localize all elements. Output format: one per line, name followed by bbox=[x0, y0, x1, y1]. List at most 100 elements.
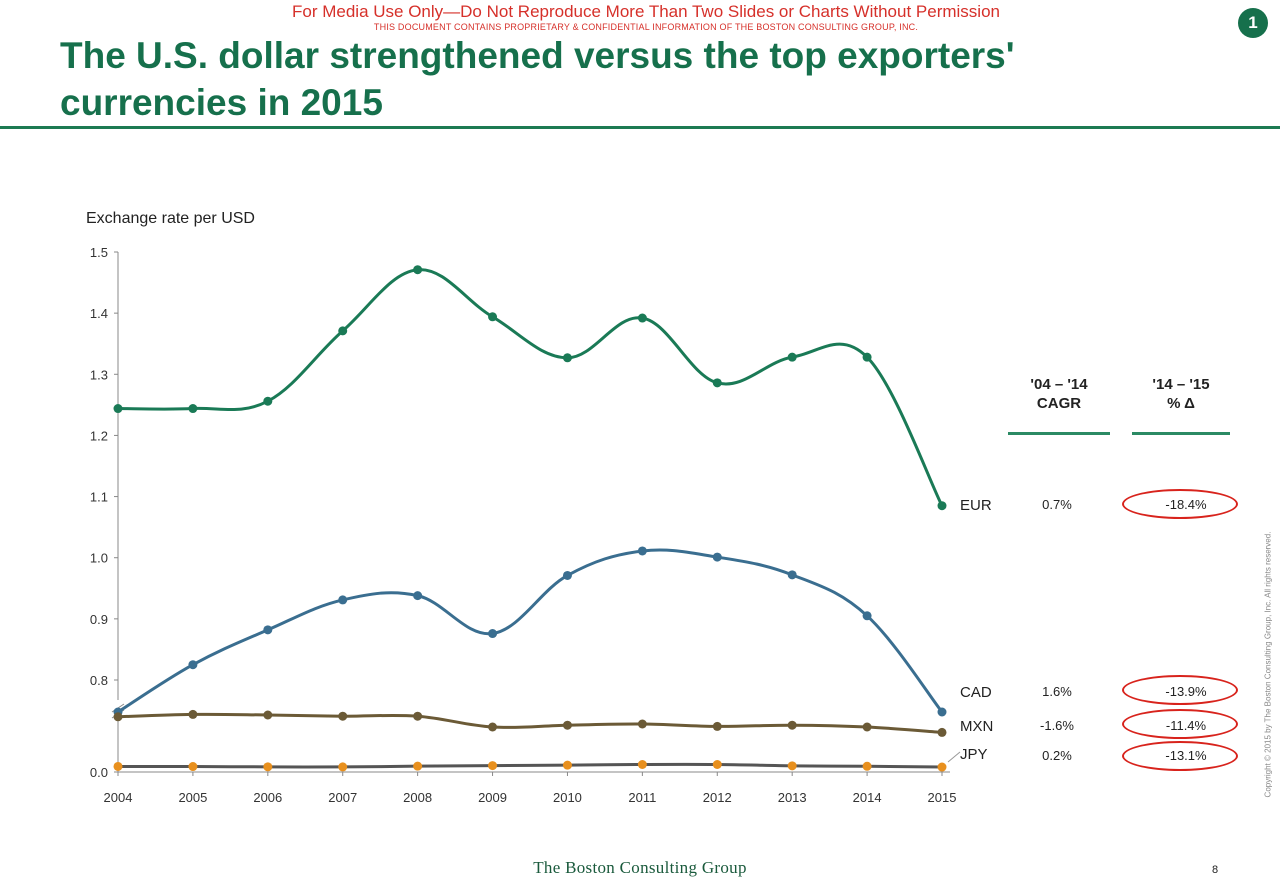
x-tick-label: 2006 bbox=[253, 790, 282, 805]
data-point-jpy-2010 bbox=[562, 760, 572, 770]
series-line-jpy bbox=[117, 762, 943, 769]
data-point-cad-2013 bbox=[787, 570, 797, 580]
data-point-eur-2014 bbox=[862, 352, 872, 362]
y-tick-label: 1.5 bbox=[90, 245, 108, 260]
jpy-label-leader bbox=[947, 751, 961, 763]
x-tick-label: 2012 bbox=[703, 790, 732, 805]
cagr-header-line2: CAGR bbox=[1036, 395, 1082, 412]
y-tick-label: 0.8 bbox=[90, 673, 108, 688]
data-point-jpy-2011 bbox=[637, 760, 647, 769]
change-value-mxn: -11.4% bbox=[1165, 718, 1207, 733]
data-point-jpy-2014 bbox=[862, 761, 872, 771]
x-tick-label: 2009 bbox=[478, 790, 507, 805]
data-point-cad-2011 bbox=[637, 546, 647, 556]
data-point-eur-2013 bbox=[787, 352, 797, 362]
data-point-mxn-2004 bbox=[113, 712, 123, 722]
y-tick-label: 0.0 bbox=[90, 765, 108, 780]
x-tick-label: 2015 bbox=[928, 790, 957, 805]
x-tick-label: 2013 bbox=[778, 790, 807, 805]
data-point-mxn-2009 bbox=[488, 722, 498, 732]
cagr-value-mxn: -1.6% bbox=[1040, 718, 1074, 733]
bcg-brand-footer: The Boston Consulting Group bbox=[533, 858, 747, 877]
series-label-cad: CAD bbox=[960, 684, 992, 701]
change-header-line1: '14 – '15 bbox=[1152, 376, 1210, 393]
data-point-jpy-2004 bbox=[113, 761, 123, 771]
change-header-line2: % Δ bbox=[1167, 395, 1195, 412]
y-tick-label: 1.3 bbox=[90, 367, 108, 382]
x-tick-label: 2014 bbox=[853, 790, 882, 805]
data-point-eur-2005 bbox=[188, 404, 198, 414]
y-tick-label: 1.4 bbox=[90, 306, 108, 321]
data-point-eur-2008 bbox=[413, 265, 423, 275]
data-point-eur-2004 bbox=[113, 404, 123, 414]
highlight-circle-mxn bbox=[1122, 709, 1238, 739]
data-point-mxn-2007 bbox=[338, 711, 348, 721]
x-tick-label: 2008 bbox=[403, 790, 432, 805]
data-point-jpy-2015 bbox=[937, 762, 947, 772]
media-notice: For Media Use Only—Do Not Reproduce More… bbox=[292, 2, 1000, 21]
slide-number-badge: 1 bbox=[1238, 8, 1268, 38]
change-value-eur: -18.4% bbox=[1165, 497, 1207, 512]
cagr-value-jpy: 0.2% bbox=[1042, 748, 1072, 763]
data-point-cad-2007 bbox=[338, 595, 348, 605]
cagr-header-line1: '04 – '14 bbox=[1030, 376, 1088, 393]
data-point-jpy-2008 bbox=[413, 761, 423, 771]
page-number: 8 bbox=[1212, 864, 1219, 876]
highlight-circle-cad bbox=[1122, 675, 1238, 705]
copyright-notice: Copyright © 2015 by The Boston Consultin… bbox=[1263, 531, 1273, 798]
data-point-mxn-2006 bbox=[263, 710, 273, 720]
data-point-eur-2012 bbox=[712, 378, 722, 388]
y-axis-label: Exchange rate per USD bbox=[86, 210, 255, 227]
data-point-eur-2006 bbox=[263, 396, 273, 406]
series-label-jpy: JPY bbox=[960, 746, 988, 763]
data-point-mxn-2010 bbox=[562, 720, 572, 730]
data-point-eur-2010 bbox=[562, 353, 572, 363]
y-tick-label: 1.2 bbox=[90, 428, 108, 443]
data-point-cad-2014 bbox=[862, 611, 872, 621]
y-tick-label: 1.1 bbox=[90, 490, 108, 505]
data-point-cad-2012 bbox=[712, 552, 722, 562]
data-point-mxn-2013 bbox=[787, 720, 797, 730]
data-point-cad-2015 bbox=[937, 707, 947, 717]
x-tick-label: 2004 bbox=[104, 790, 133, 805]
data-point-mxn-2014 bbox=[862, 722, 872, 732]
change-column-header: '14 – '15 % Δ bbox=[1121, 375, 1241, 413]
series-line-cad bbox=[117, 548, 944, 714]
cagr-value-cad: 1.6% bbox=[1042, 684, 1072, 699]
data-point-jpy-2006 bbox=[263, 762, 273, 772]
data-point-cad-2005 bbox=[188, 660, 198, 670]
highlight-circle-jpy bbox=[1122, 741, 1238, 771]
page-title: The U.S. dollar strengthened versus the … bbox=[60, 35, 1015, 123]
confidential-notice: THIS DOCUMENT CONTAINS PROPRIETARY & CON… bbox=[373, 22, 919, 32]
data-point-mxn-2012 bbox=[712, 721, 722, 731]
data-point-cad-2008 bbox=[413, 591, 423, 601]
change-header-rule bbox=[1132, 432, 1230, 435]
data-point-mxn-2015 bbox=[937, 727, 947, 737]
data-point-jpy-2012 bbox=[712, 760, 722, 769]
change-value-cad: -13.9% bbox=[1165, 684, 1207, 699]
data-point-eur-2007 bbox=[338, 326, 348, 336]
data-point-cad-2006 bbox=[263, 625, 273, 635]
data-point-jpy-2005 bbox=[188, 762, 198, 772]
data-point-cad-2010 bbox=[562, 570, 572, 580]
data-point-cad-2009 bbox=[488, 629, 498, 639]
series-label-eur: EUR bbox=[960, 497, 992, 514]
data-point-jpy-2007 bbox=[338, 762, 348, 772]
cagr-value-eur: 0.7% bbox=[1042, 497, 1072, 512]
data-point-eur-2009 bbox=[488, 312, 498, 322]
y-tick-label: 1.0 bbox=[90, 551, 108, 566]
highlight-circle-eur bbox=[1122, 489, 1238, 519]
data-point-eur-2011 bbox=[637, 313, 647, 323]
data-point-mxn-2008 bbox=[413, 711, 423, 721]
data-point-mxn-2005 bbox=[188, 709, 198, 719]
series-label-mxn: MXN bbox=[960, 718, 994, 735]
data-point-jpy-2013 bbox=[787, 761, 797, 771]
data-point-jpy-2009 bbox=[488, 761, 498, 771]
x-tick-label: 2010 bbox=[553, 790, 582, 805]
x-tick-label: 2007 bbox=[328, 790, 357, 805]
cagr-header-rule bbox=[1008, 432, 1110, 435]
title-divider bbox=[0, 126, 1280, 129]
data-point-eur-2015 bbox=[937, 501, 947, 511]
data-point-mxn-2011 bbox=[637, 719, 647, 729]
